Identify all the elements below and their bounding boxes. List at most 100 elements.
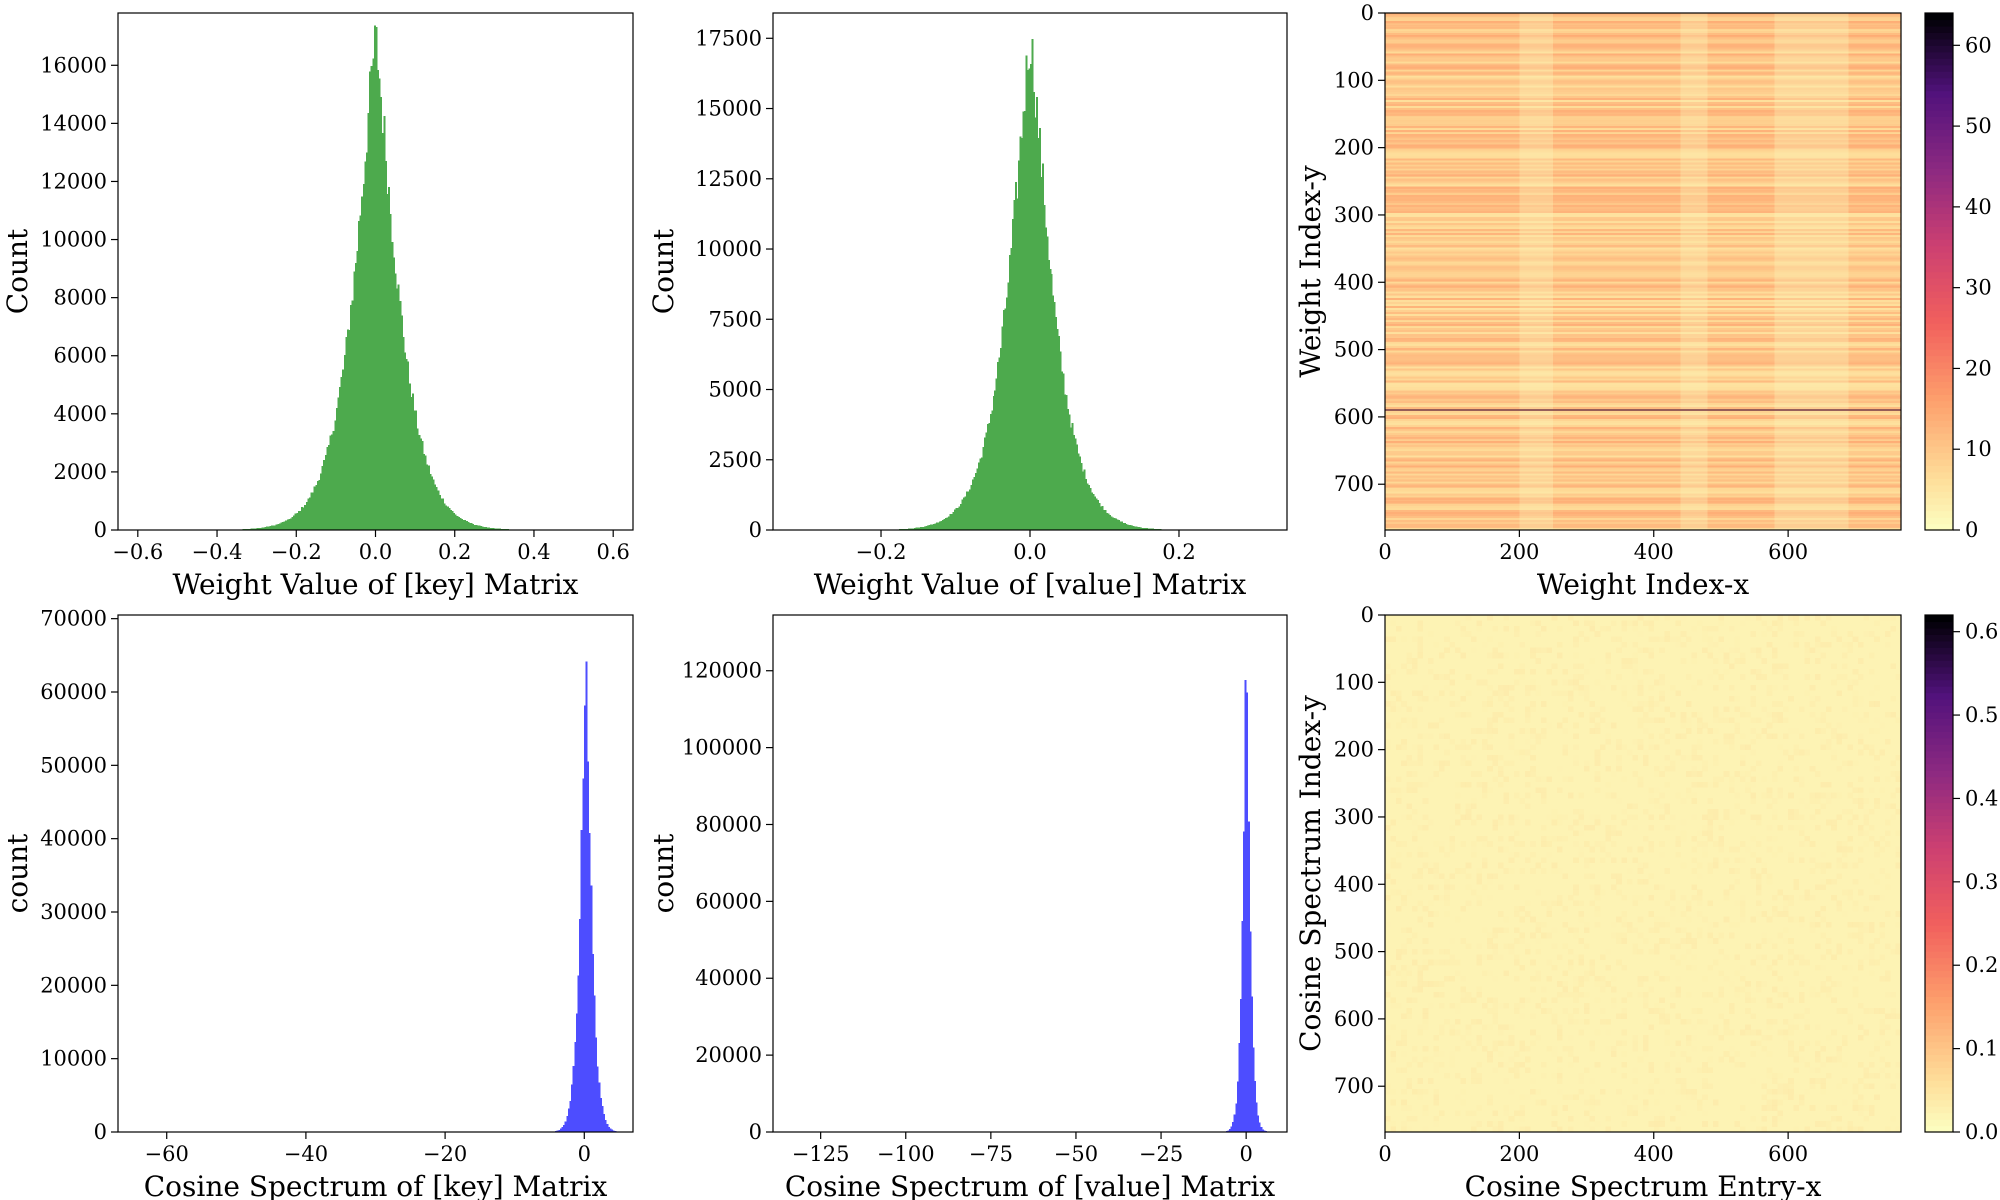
- colorbar-segment: [1925, 1106, 1953, 1114]
- heatmap-cell: [1772, 620, 1778, 627]
- heatmap-cell: [1530, 668, 1536, 675]
- histogram-bar: [392, 257, 395, 530]
- histogram-bar: [388, 187, 391, 531]
- heatmap-cell: [1653, 916, 1660, 923]
- histogram-bar: [1004, 308, 1007, 530]
- heatmap-cell: [1583, 765, 1590, 772]
- heatmap-cell: [1471, 647, 1477, 653]
- heatmap-cell: [1648, 1061, 1655, 1068]
- heatmap-cell: [1390, 701, 1397, 707]
- heatmap-cell: [1734, 641, 1741, 648]
- heatmap-cell: [1648, 895, 1655, 901]
- histogram-bar: [448, 508, 451, 530]
- heatmap-cell: [1497, 927, 1504, 934]
- colorbar-segment: [1925, 795, 1953, 804]
- heatmap-cell: [1395, 695, 1402, 702]
- histogram-bar: [1098, 503, 1101, 530]
- colorbar-segment: [1925, 802, 1953, 810]
- colorbar-segment: [1925, 1028, 1953, 1036]
- colorbar-segment: [1925, 77, 1953, 85]
- heatmap-cell: [1739, 975, 1746, 982]
- x-axis-label: Cosine Spectrum Entry-x: [1465, 1170, 1822, 1200]
- heatmap-cell: [1487, 615, 1493, 621]
- heatmap-cell: [1815, 647, 1821, 653]
- heatmap-cell: [1852, 862, 1859, 869]
- heatmap-cell: [1578, 975, 1585, 982]
- heatmap-cell: [1444, 884, 1450, 890]
- heatmap-cell: [1691, 658, 1698, 664]
- histogram-bar: [1024, 110, 1026, 530]
- heatmap-cell: [1626, 663, 1633, 670]
- heatmap-cell: [1594, 981, 1601, 987]
- colorbar-segment: [1925, 905, 1953, 913]
- heatmap-cell: [1497, 1029, 1504, 1036]
- heatmap-cell: [1804, 1126, 1810, 1133]
- heatmap-cell: [1508, 1088, 1515, 1095]
- heatmap-cell: [1664, 636, 1671, 643]
- y-tick-label: 50000: [40, 753, 107, 777]
- heatmap-cell: [1664, 803, 1671, 810]
- heatmap-cell: [1680, 631, 1687, 637]
- heatmap-cell: [1557, 1056, 1563, 1063]
- heatmap-cell: [1481, 792, 1488, 799]
- heatmap-cell: [1406, 781, 1413, 788]
- heatmap-cell: [1831, 954, 1837, 960]
- heatmap-cell: [1761, 868, 1767, 874]
- heatmap-cell: [1669, 895, 1676, 901]
- histogram-bar: [297, 511, 300, 530]
- histogram-bar: [593, 995, 596, 1132]
- heatmap-row: [1385, 21, 1901, 24]
- heatmap-cell: [1798, 857, 1805, 864]
- heatmap-cell: [1696, 771, 1703, 777]
- heatmap-row: [1385, 402, 1901, 406]
- heatmap-cell: [1841, 760, 1848, 767]
- heatmap-cell: [1514, 1110, 1520, 1117]
- heatmap-cell: [1411, 744, 1418, 750]
- heatmap-row: [1385, 140, 1901, 143]
- heatmap-cell: [1487, 636, 1493, 643]
- heatmap-row: [1385, 424, 1901, 428]
- heatmap-cell: [1503, 625, 1509, 632]
- heatmap-cell: [1858, 1061, 1864, 1068]
- heatmap-cell: [1428, 658, 1434, 664]
- heatmap-cell: [1417, 916, 1423, 923]
- heatmap-cell: [1524, 943, 1531, 950]
- heatmap-row: [1385, 447, 1901, 450]
- histogram-bar: [1150, 528, 1153, 530]
- heatmap-cell: [1664, 738, 1671, 745]
- heatmap-cell: [1471, 755, 1477, 761]
- heatmap-cell: [1438, 1024, 1445, 1030]
- histogram-bar: [1134, 526, 1137, 530]
- heatmap-cell: [1573, 975, 1579, 982]
- heatmap-cell: [1852, 787, 1859, 794]
- heatmap-cell: [1825, 986, 1832, 993]
- histogram-bar: [1082, 471, 1085, 530]
- heatmap-cell: [1524, 819, 1531, 826]
- heatmap-row: [1385, 152, 1901, 155]
- heatmap-cell: [1782, 717, 1789, 724]
- colorbar-segment: [1925, 168, 1953, 176]
- heatmap-cell: [1444, 749, 1450, 756]
- heatmap-cell: [1530, 679, 1536, 686]
- histogram-bar: [419, 438, 422, 530]
- heatmap-cell: [1487, 1094, 1493, 1100]
- heatmap-cell: [1739, 1061, 1746, 1068]
- heatmap-cell: [1648, 652, 1655, 659]
- heatmap-cell: [1766, 1035, 1773, 1041]
- heatmap-cell: [1551, 679, 1558, 686]
- heatmap-cell: [1433, 1088, 1440, 1095]
- heatmap-cell: [1858, 965, 1864, 971]
- heatmap-cell: [1406, 927, 1413, 934]
- heatmap-cell: [1804, 641, 1810, 648]
- y-axis-label: Count: [1, 228, 34, 314]
- colorbar-segment: [1925, 1054, 1953, 1062]
- histogram-bar: [437, 490, 440, 530]
- heatmap-cell: [1798, 749, 1805, 756]
- heatmap-cell: [1739, 895, 1746, 901]
- heatmap-cell: [1734, 991, 1741, 998]
- heatmap-cell: [1884, 970, 1891, 977]
- histogram-bar: [253, 528, 256, 530]
- heatmap-cell: [1449, 1056, 1456, 1063]
- histogram-bar: [1260, 1126, 1263, 1132]
- heatmap-cell: [1460, 615, 1466, 621]
